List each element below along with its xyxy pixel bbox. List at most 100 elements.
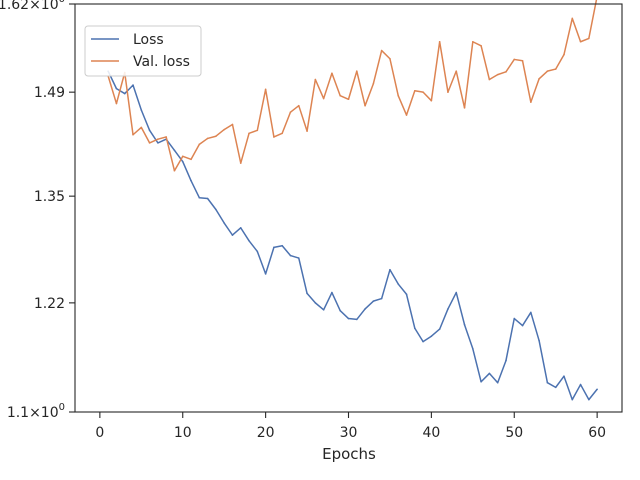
data-point-loss xyxy=(472,347,474,350)
data-point-loss xyxy=(463,323,466,326)
data-point-val-loss xyxy=(397,94,400,97)
data-point-val-loss xyxy=(422,91,424,93)
data-point-val-loss xyxy=(571,17,574,20)
data-point-val-loss xyxy=(364,104,366,107)
data-point-val-loss xyxy=(173,169,176,172)
data-point-loss xyxy=(588,398,590,401)
data-point-val-loss xyxy=(438,40,441,43)
data-point-loss xyxy=(480,380,482,383)
data-point-val-loss xyxy=(414,89,416,92)
data-point-loss xyxy=(123,92,126,95)
data-point-loss xyxy=(579,383,582,386)
data-point-loss xyxy=(140,109,143,111)
data-point-val-loss xyxy=(521,60,524,62)
data-point-loss xyxy=(314,302,317,304)
y-tick-label: 1.22 xyxy=(34,296,65,312)
data-point-loss xyxy=(273,246,275,249)
data-point-loss xyxy=(264,273,267,275)
data-point-loss xyxy=(521,324,524,327)
data-point-loss xyxy=(248,240,250,242)
data-point-val-loss xyxy=(339,94,342,97)
data-point-val-loss xyxy=(239,162,242,164)
y-tick-label: 1.49 xyxy=(34,85,65,101)
data-point-loss xyxy=(414,327,416,330)
x-tick-label: 0 xyxy=(95,425,104,441)
data-point-loss xyxy=(397,283,400,285)
data-point-loss xyxy=(297,257,300,259)
data-point-val-loss xyxy=(157,138,159,140)
data-point-loss xyxy=(181,160,184,163)
x-tick-label: 50 xyxy=(505,425,523,441)
data-point-loss xyxy=(571,398,574,401)
data-point-loss xyxy=(422,340,424,343)
data-point-loss xyxy=(198,196,201,199)
x-tick-label: 60 xyxy=(588,425,606,441)
data-point-val-loss xyxy=(297,104,300,107)
data-point-loss xyxy=(447,308,449,310)
y-tick-label: 1.1×100 xyxy=(7,402,65,421)
data-point-loss xyxy=(538,339,540,342)
data-point-val-loss xyxy=(430,99,433,102)
data-point-val-loss xyxy=(198,143,201,146)
data-point-val-loss xyxy=(140,126,143,129)
data-point-loss xyxy=(530,311,532,314)
data-point-loss xyxy=(563,375,565,378)
data-point-val-loss xyxy=(165,136,167,138)
data-point-loss xyxy=(132,84,134,86)
data-point-loss xyxy=(505,359,507,362)
data-point-val-loss xyxy=(472,40,474,43)
data-point-val-loss xyxy=(331,72,333,75)
data-point-loss xyxy=(281,244,284,247)
data-point-loss xyxy=(596,388,598,391)
series-line-loss xyxy=(107,70,598,401)
data-point-loss xyxy=(389,268,391,271)
data-point-val-loss xyxy=(480,45,482,47)
data-point-loss xyxy=(190,179,192,182)
data-point-loss xyxy=(289,254,292,257)
data-point-val-loss xyxy=(538,78,540,80)
data-point-val-loss xyxy=(447,91,449,93)
data-point-loss xyxy=(215,208,217,211)
series-line-val-loss xyxy=(107,0,598,172)
data-point-loss xyxy=(488,372,491,375)
data-point-loss xyxy=(347,317,350,320)
data-point-val-loss xyxy=(588,37,590,40)
data-point-val-loss xyxy=(554,68,557,70)
data-point-val-loss xyxy=(579,40,582,43)
data-point-val-loss xyxy=(306,130,308,132)
legend-label-val-loss: Val. loss xyxy=(133,54,190,70)
data-point-loss xyxy=(173,149,176,152)
data-point-val-loss xyxy=(215,135,217,138)
data-point-val-loss xyxy=(223,128,225,131)
data-point-val-loss xyxy=(455,70,458,72)
data-point-loss xyxy=(157,142,159,144)
data-point-val-loss xyxy=(505,71,507,73)
series-layer xyxy=(107,0,598,401)
x-tick-label: 10 xyxy=(174,425,192,441)
data-point-loss xyxy=(430,335,433,338)
data-point-loss xyxy=(513,317,516,320)
data-point-loss xyxy=(223,222,225,224)
data-point-loss xyxy=(546,381,549,384)
data-point-val-loss xyxy=(231,123,234,126)
data-point-val-loss xyxy=(281,132,284,135)
data-point-val-loss xyxy=(273,136,275,138)
data-point-val-loss xyxy=(530,101,532,103)
y-tick-label: 1.62×100 xyxy=(0,0,65,13)
data-point-val-loss xyxy=(132,133,134,136)
data-point-val-loss xyxy=(148,142,151,144)
data-point-loss xyxy=(339,309,342,312)
x-tick-label: 40 xyxy=(422,425,440,441)
data-point-val-loss xyxy=(256,129,259,132)
data-point-loss xyxy=(231,234,234,236)
data-point-val-loss xyxy=(355,70,358,72)
data-point-loss xyxy=(256,250,259,253)
y-axis: 1.1×100 1.22 1.35 1.49 1.62×100 xyxy=(0,0,75,421)
data-point-val-loss xyxy=(405,114,408,116)
data-point-loss xyxy=(331,291,333,294)
data-point-val-loss xyxy=(347,98,350,101)
data-point-val-loss xyxy=(563,53,565,56)
data-point-val-loss xyxy=(496,73,499,76)
